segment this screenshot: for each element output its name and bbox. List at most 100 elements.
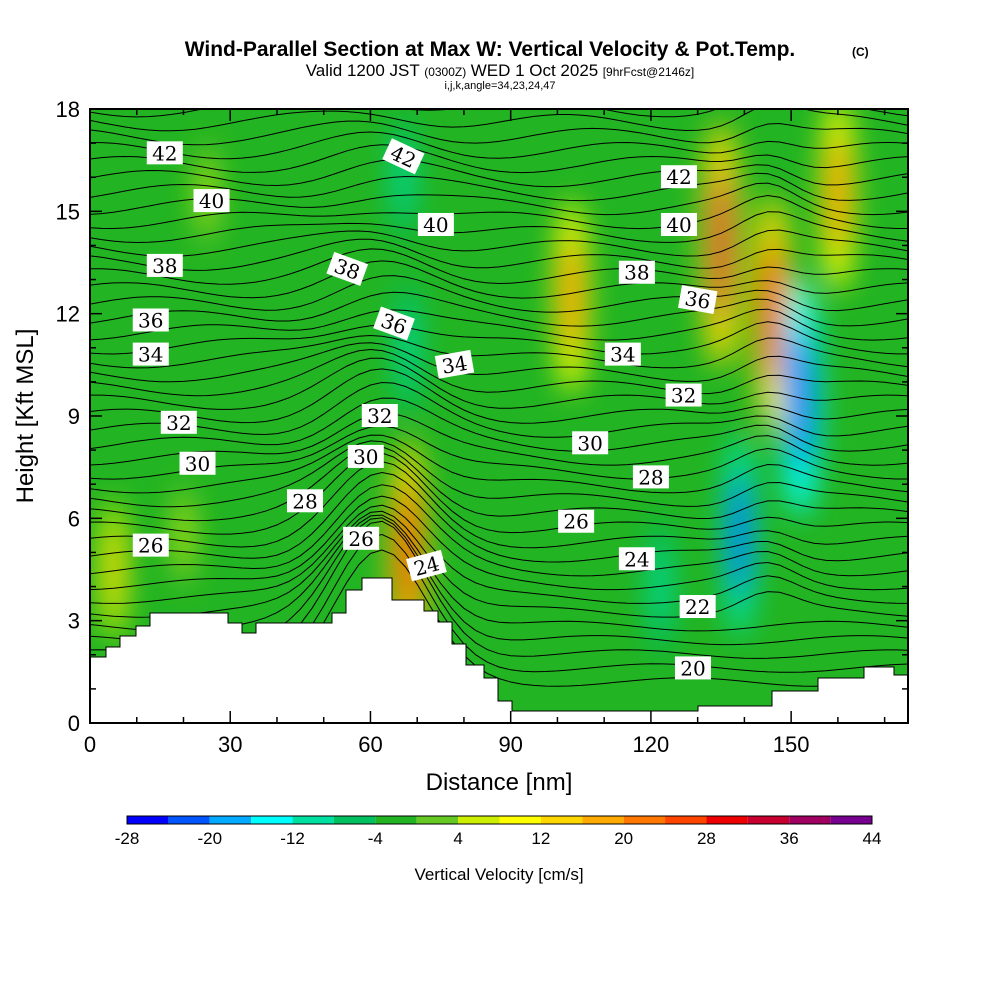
contour-label-text: 30 [577,431,602,455]
theta-contour-line [90,381,908,438]
contour-label: 42 [660,165,697,189]
contour-label: 28 [632,465,669,489]
theta-contour-line [90,342,908,383]
theta-contour-line [90,172,908,202]
contour-label: 20 [674,656,711,680]
contour-label-box [660,212,697,236]
colorbar-swatch [789,816,831,824]
contour-label-text: 28 [292,489,317,513]
theta-contour-line [90,452,908,535]
theta-contour-line [90,321,908,355]
colorbar-swatch [706,816,748,824]
contour-label: 24 [618,547,655,571]
colorbar-tick-label: -28 [115,829,140,848]
theta-contour-line [90,461,908,549]
theta-contour-line [90,357,908,410]
subtitle-valid: Valid 1200 JST [306,61,420,80]
contour-label-box [660,165,697,189]
y-tick-label: 18 [56,97,80,122]
x-tick-label: 90 [498,732,522,757]
contour-label: 30 [179,451,216,476]
contour-label-box [146,253,183,277]
contour-label-text: 26 [563,510,588,534]
contour-label-text: 32 [367,404,392,428]
contour-label-text: 42 [152,141,177,165]
contour-label: 26 [132,533,169,558]
contour-label-box [347,444,384,468]
theta-contour-line [90,368,908,424]
contour-label-box [618,260,655,284]
theta-contour-line [90,159,908,188]
contour-label-text: 36 [683,286,712,314]
theta-contour-line [90,495,908,591]
colorbar-swatch [375,816,417,824]
contour-label: 40 [417,212,454,237]
velocity-feature-core [397,484,419,621]
contour-label-text: 34 [138,343,163,367]
colorbar-tick-label: 44 [863,829,882,848]
colorbar-tick-label: 36 [780,829,799,848]
y-tick-label: 15 [56,199,80,224]
y-tick-label: 3 [68,609,80,634]
x-tick-label: 0 [84,732,96,757]
contour-label: 32 [361,404,398,428]
colorbar-tick-label: 4 [453,829,462,848]
colorbar-tick-label: -12 [280,829,305,848]
contour-label-box [678,285,718,314]
colorbar-frame [126,815,873,825]
contour-label-box [558,509,595,533]
contour-label-text: 30 [185,452,210,476]
theta-contour-line [90,291,908,327]
y-tick-label: 9 [68,404,80,429]
contour-label-text: 38 [152,254,177,278]
theta-contour-line [90,144,908,174]
contour-label-box [572,431,609,455]
velocity-feature-core [106,526,121,613]
contour-label-box [160,410,197,434]
colorbar-swatch [747,816,790,824]
theta-contour-line [90,471,908,563]
theta-contour-line [90,334,908,369]
contour-label: 40 [660,212,697,237]
theta-contour-line [90,120,908,146]
terrain-mask [90,577,908,723]
contour-label-box [406,549,447,582]
theta-contour-line [90,275,908,313]
contour-label-text: 20 [680,656,705,680]
contour-label: 32 [160,410,197,435]
contour-label-text: 40 [666,213,691,237]
theta-contour-line [90,248,908,285]
y-tick-label: 6 [68,506,80,531]
contour-label-text: 34 [610,343,635,367]
theta-contour-line [90,348,908,397]
contour-label-text: 22 [685,595,710,619]
contour-label-box [132,308,169,332]
theta-contour-line [90,194,908,230]
contour-label: 40 [193,189,230,213]
contour-label: 36 [678,285,718,314]
contour-label: 42 [146,141,183,165]
contour-label-box [179,451,216,475]
colorbar-swatch [127,816,169,824]
colorbar-swatch [458,816,500,824]
subtitle-index: i,j,k,angle=34,23,24,47 [444,80,555,92]
subtitle-utc: (0300Z) [424,65,466,79]
theta-contour-line [90,397,908,452]
velocity-feature-core [761,242,784,385]
contour-label: 38 [146,253,183,278]
colorbar-swatch [623,816,666,824]
contour-label: 30 [572,431,609,455]
x-tick-label: 150 [773,732,810,757]
subtitle-line: Valid 1200 JST (0300Z) WED 1 Oct 2025 [9… [306,61,695,80]
theta-contour-line [90,229,908,257]
contour-label-box [632,465,669,489]
colorbar-swatch [830,816,872,824]
contour-label: 26 [558,509,595,534]
contour-label-text: 42 [666,165,691,189]
contour-label-text: 40 [423,213,448,237]
colorbar-tick-label: -20 [197,829,222,848]
theta-contour-line [90,445,908,522]
contour-label-box [679,595,716,619]
